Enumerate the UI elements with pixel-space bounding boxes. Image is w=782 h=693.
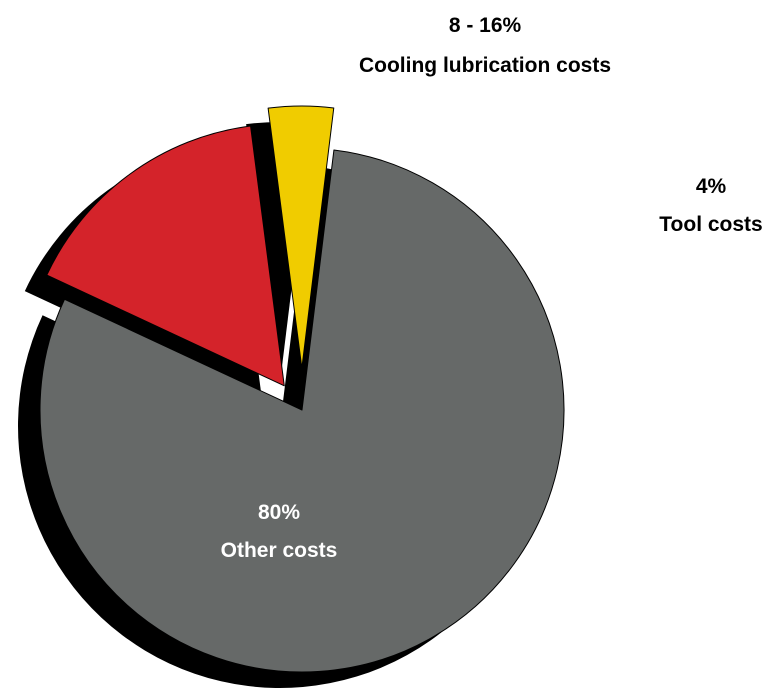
- slice-label-other-value: 80%: [258, 501, 300, 524]
- pie-slice-cooling: [46, 125, 285, 387]
- slice-label-other-name: Other costs: [221, 539, 338, 562]
- slice-label-tool-value: 4%: [696, 175, 727, 198]
- slice-label-cooling-name: Cooling lubrication costs: [359, 54, 611, 77]
- pie-slice-other: [39, 149, 565, 673]
- slice-label-cooling-value: 8 - 16%: [449, 14, 522, 37]
- slice-label-tool-name: Tool costs: [659, 213, 762, 236]
- pie-slice-tool: [267, 105, 335, 369]
- pie-slices: [39, 105, 565, 673]
